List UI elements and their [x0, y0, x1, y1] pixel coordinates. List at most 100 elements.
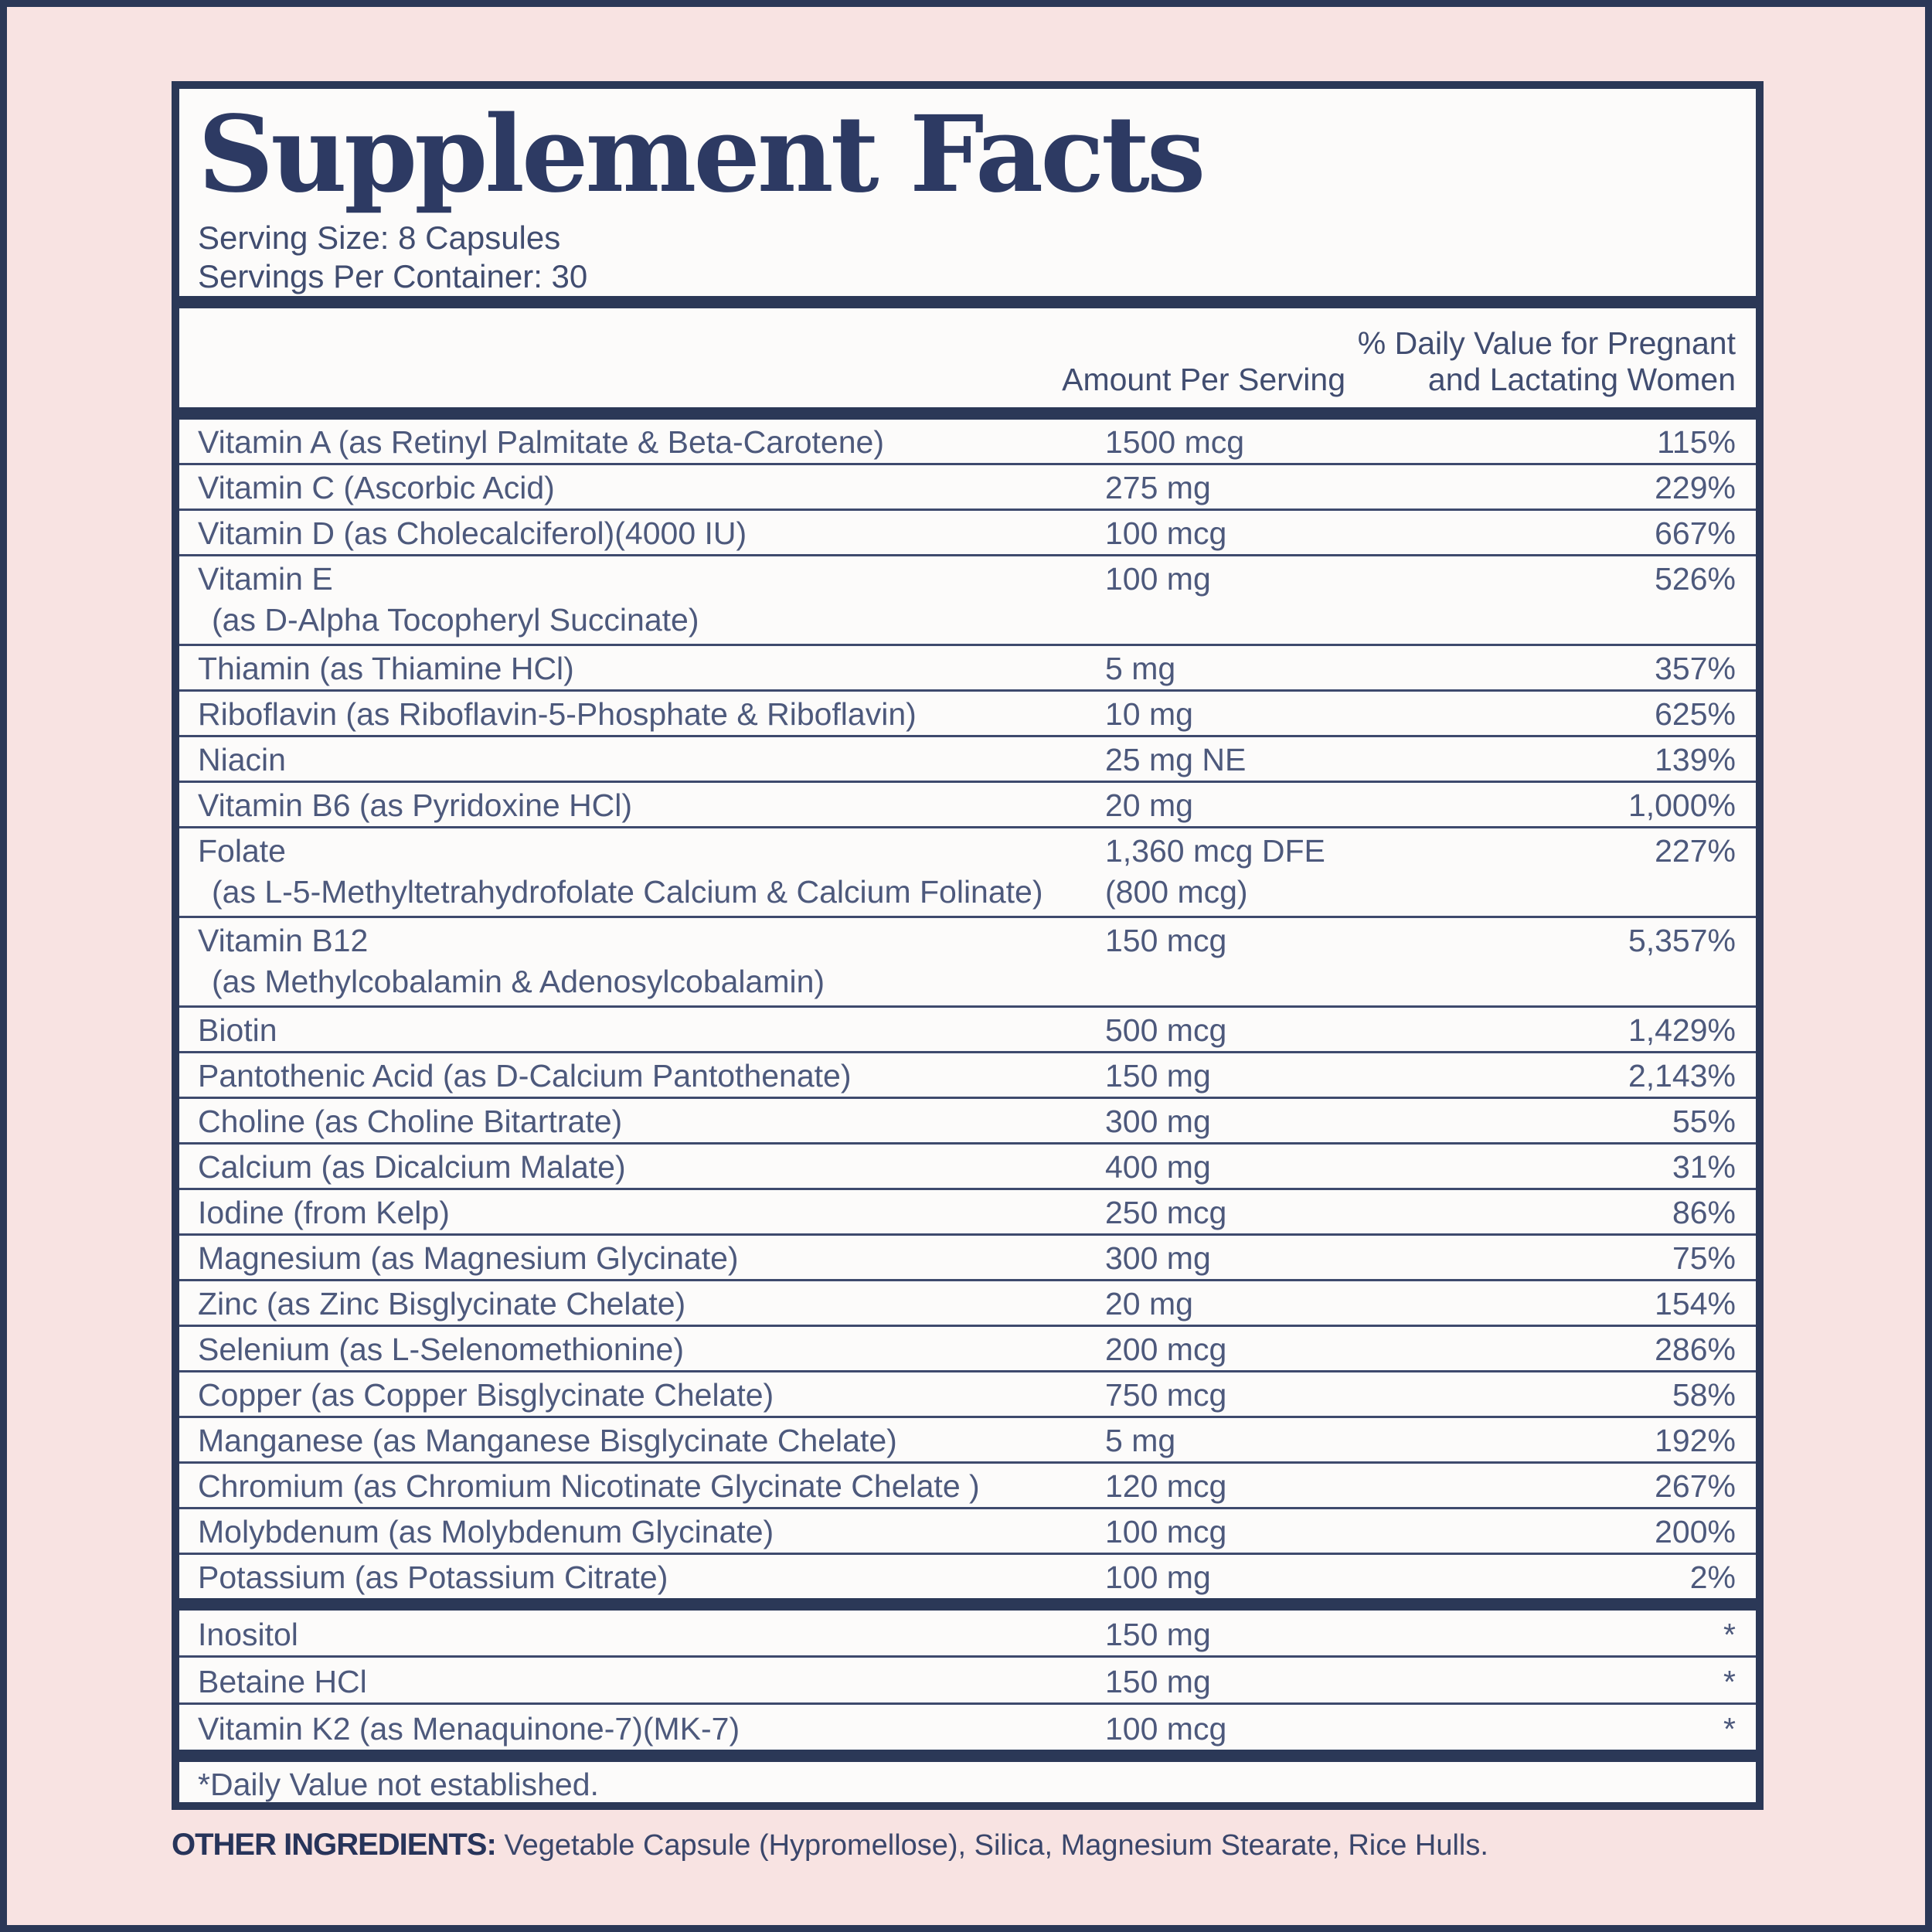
nutrient-name: Iodine (from Kelp): [179, 1192, 1105, 1233]
nutrient-amount-line1: 150 mg: [1105, 1664, 1211, 1699]
nutrient-amount: 500 mcg: [1105, 1010, 1538, 1051]
nutrient-amount-line1: 100 mcg: [1105, 1514, 1227, 1549]
nutrient-amount: 25 mg NE: [1105, 740, 1538, 781]
nutrient-amount: 1500 mcg: [1105, 422, 1538, 463]
nutrient-amount-line1: 500 mcg: [1105, 1012, 1227, 1048]
nutrient-daily-value-text: 267%: [1655, 1468, 1736, 1504]
nutrient-name: Thiamin (as Thiamine HCl): [179, 648, 1105, 689]
nutrient-name-line1: Vitamin E: [198, 561, 333, 597]
supplement-facts-panel: Supplement Facts Serving Size: 8 Capsule…: [172, 81, 1764, 1810]
nutrient-daily-value: 55%: [1538, 1101, 1756, 1142]
footnote: *Daily Value not established.: [198, 1767, 599, 1802]
nutrient-row: Iodine (from Kelp) 250 mcg 86%: [179, 1188, 1756, 1233]
nutrient-daily-value-text: 625%: [1655, 696, 1736, 732]
nutrient-daily-value-text: 286%: [1655, 1332, 1736, 1367]
column-header-daily-value-line1: % Daily Value for Pregnant: [1357, 325, 1736, 361]
nutrient-name-line1: Selenium (as L-Selenomethionine): [198, 1332, 685, 1367]
nutrient-daily-value: 667%: [1538, 513, 1756, 554]
other-nutrients-table: Inositol 150 mg * Betaine HCl 150 mg * Vitamin…: [179, 1611, 1756, 1750]
nutrient-name-line1: Thiamin (as Thiamine HCl): [198, 651, 574, 686]
nutrient-daily-value: 192%: [1538, 1420, 1756, 1461]
nutrient-amount-line1: 20 mg: [1105, 1286, 1193, 1321]
nutrient-row: Chromium (as Chromium Nicotinate Glycina…: [179, 1461, 1756, 1507]
nutrient-amount-line1: 750 mcg: [1105, 1377, 1227, 1413]
nutrient-name: Vitamin E (as D-Alpha Tocopheryl Succinat…: [179, 559, 1105, 641]
nutrient-name-line2: (as L-5-Methyltetrahydrofolate Calcium &…: [212, 874, 1043, 910]
nutrient-daily-value: 154%: [1538, 1284, 1756, 1325]
nutrient-amount-line1: 275 mg: [1105, 470, 1211, 505]
nutrient-name: Choline (as Choline Bitartrate): [179, 1101, 1105, 1142]
nutrient-name: Pantothenic Acid (as D-Calcium Pantothen…: [179, 1056, 1105, 1097]
nutrient-row: Choline (as Choline Bitartrate) 300 mg 55%: [179, 1097, 1756, 1142]
nutrient-row: Vitamin D (as Cholecalciferol)(4000 IU) 1…: [179, 509, 1756, 554]
nutrient-row: Potassium (as Potassium Citrate) 100 mg 2%: [179, 1553, 1756, 1598]
nutrient-daily-value-text: 55%: [1672, 1104, 1736, 1139]
nutrient-daily-value: 1,429%: [1538, 1010, 1756, 1051]
nutrient-daily-value-text: 1,429%: [1628, 1012, 1736, 1048]
nutrient-row: Inositol 150 mg *: [179, 1611, 1756, 1655]
nutrient-daily-value: 1,000%: [1538, 785, 1756, 826]
nutrient-daily-value: 229%: [1538, 468, 1756, 509]
nutrient-name-line1: Vitamin D (as Cholecalciferol)(4000 IU): [198, 515, 747, 551]
nutrient-name: Inositol: [179, 1614, 1105, 1655]
nutrient-name-line1: Choline (as Choline Bitartrate): [198, 1104, 623, 1139]
nutrient-amount: 5 mg: [1105, 648, 1538, 689]
nutrient-name-line1: Chromium (as Chromium Nicotinate Glycina…: [198, 1468, 980, 1504]
nutrient-name: Vitamin D (as Cholecalciferol)(4000 IU): [179, 513, 1105, 554]
nutrient-name: Manganese (as Manganese Bisglycinate Che…: [179, 1420, 1105, 1461]
nutrient-amount: 100 mg: [1105, 1557, 1538, 1598]
nutrient-name: Copper (as Copper Bisglycinate Chelate): [179, 1375, 1105, 1416]
nutrient-amount: 400 mg: [1105, 1147, 1538, 1188]
nutrient-name-line1: Betaine HCl: [198, 1664, 367, 1699]
nutrient-daily-value: 5,357%: [1538, 920, 1756, 1002]
nutrient-amount: 5 mg: [1105, 1420, 1538, 1461]
nutrient-name: Magnesium (as Magnesium Glycinate): [179, 1238, 1105, 1279]
nutrient-row: Vitamin E (as D-Alpha Tocopheryl Succinat…: [179, 554, 1756, 644]
nutrient-name-line1: Calcium (as Dicalcium Malate): [198, 1149, 626, 1185]
nutrient-name-line1: Vitamin A (as Retinyl Palmitate & Beta-C…: [198, 424, 884, 460]
nutrient-daily-value: 625%: [1538, 694, 1756, 735]
nutrient-daily-value-text: *: [1723, 1711, 1736, 1747]
nutrient-row: Calcium (as Dicalcium Malate) 400 mg 31%: [179, 1142, 1756, 1188]
nutrient-daily-value-text: 526%: [1655, 561, 1736, 597]
nutrient-daily-value: 139%: [1538, 740, 1756, 781]
nutrient-amount: 100 mcg: [1105, 1512, 1538, 1553]
nutrient-name-line1: Zinc (as Zinc Bisglycinate Chelate): [198, 1286, 686, 1321]
nutrient-amount-line1: 120 mcg: [1105, 1468, 1227, 1504]
nutrient-amount-line1: 300 mg: [1105, 1104, 1211, 1139]
nutrient-name: Molybdenum (as Molybdenum Glycinate): [179, 1512, 1105, 1553]
other-ingredients-label: OTHER INGREDIENTS:: [172, 1828, 497, 1862]
nutrient-daily-value: 86%: [1538, 1192, 1756, 1233]
divider-bar-middle: [179, 1598, 1756, 1611]
nutrient-amount: 200 mcg: [1105, 1329, 1538, 1370]
nutrient-name: Vitamin A (as Retinyl Palmitate & Beta-C…: [179, 422, 1105, 463]
nutrient-row: Vitamin B6 (as Pyridoxine HCl) 20 mg 1,000…: [179, 781, 1756, 826]
nutrient-name: Calcium (as Dicalcium Malate): [179, 1147, 1105, 1188]
nutrient-daily-value: 286%: [1538, 1329, 1756, 1370]
nutrient-name: Chromium (as Chromium Nicotinate Glycina…: [179, 1466, 1105, 1507]
nutrient-amount: 150 mg: [1105, 1056, 1538, 1097]
column-header-daily-value: % Daily Value for Pregnant and Lactating…: [1345, 325, 1736, 398]
nutrient-name: Vitamin B12 (as Methylcobalamin & Adenosy…: [179, 920, 1105, 1002]
nutrient-name-line1: Iodine (from Kelp): [198, 1195, 450, 1230]
nutrient-amount-line1: 400 mg: [1105, 1149, 1211, 1185]
nutrient-daily-value: 200%: [1538, 1512, 1756, 1553]
nutrient-amount: 150 mcg: [1105, 920, 1538, 1002]
nutrient-daily-value-text: 227%: [1655, 833, 1736, 869]
nutrient-row: Vitamin K2 (as Menaquinone-7)(MK-7) 100 m…: [179, 1702, 1756, 1750]
nutrient-row: Folate (as L-5-Methyltetrahydrofolate Cal…: [179, 826, 1756, 916]
nutrient-amount: 20 mg: [1105, 785, 1538, 826]
nutrient-daily-value-text: 357%: [1655, 651, 1736, 686]
nutrient-daily-value-text: 154%: [1655, 1286, 1736, 1321]
nutrient-name-line1: Inositol: [198, 1617, 298, 1652]
nutrient-name: Selenium (as L-Selenomethionine): [179, 1329, 1105, 1370]
nutrient-amount: 100 mcg: [1105, 1709, 1538, 1750]
panel-title: Supplement Facts: [198, 93, 1206, 216]
divider-bar-header: [179, 407, 1756, 420]
nutrient-row: Riboflavin (as Riboflavin-5-Phosphate & …: [179, 689, 1756, 735]
divider-bar-top: [179, 296, 1756, 308]
nutrient-amount: 1,360 mcg DFE (800 mcg): [1105, 831, 1538, 913]
nutrient-amount-line1: 100 mg: [1105, 561, 1211, 597]
divider-bar-bottom: [179, 1750, 1756, 1762]
